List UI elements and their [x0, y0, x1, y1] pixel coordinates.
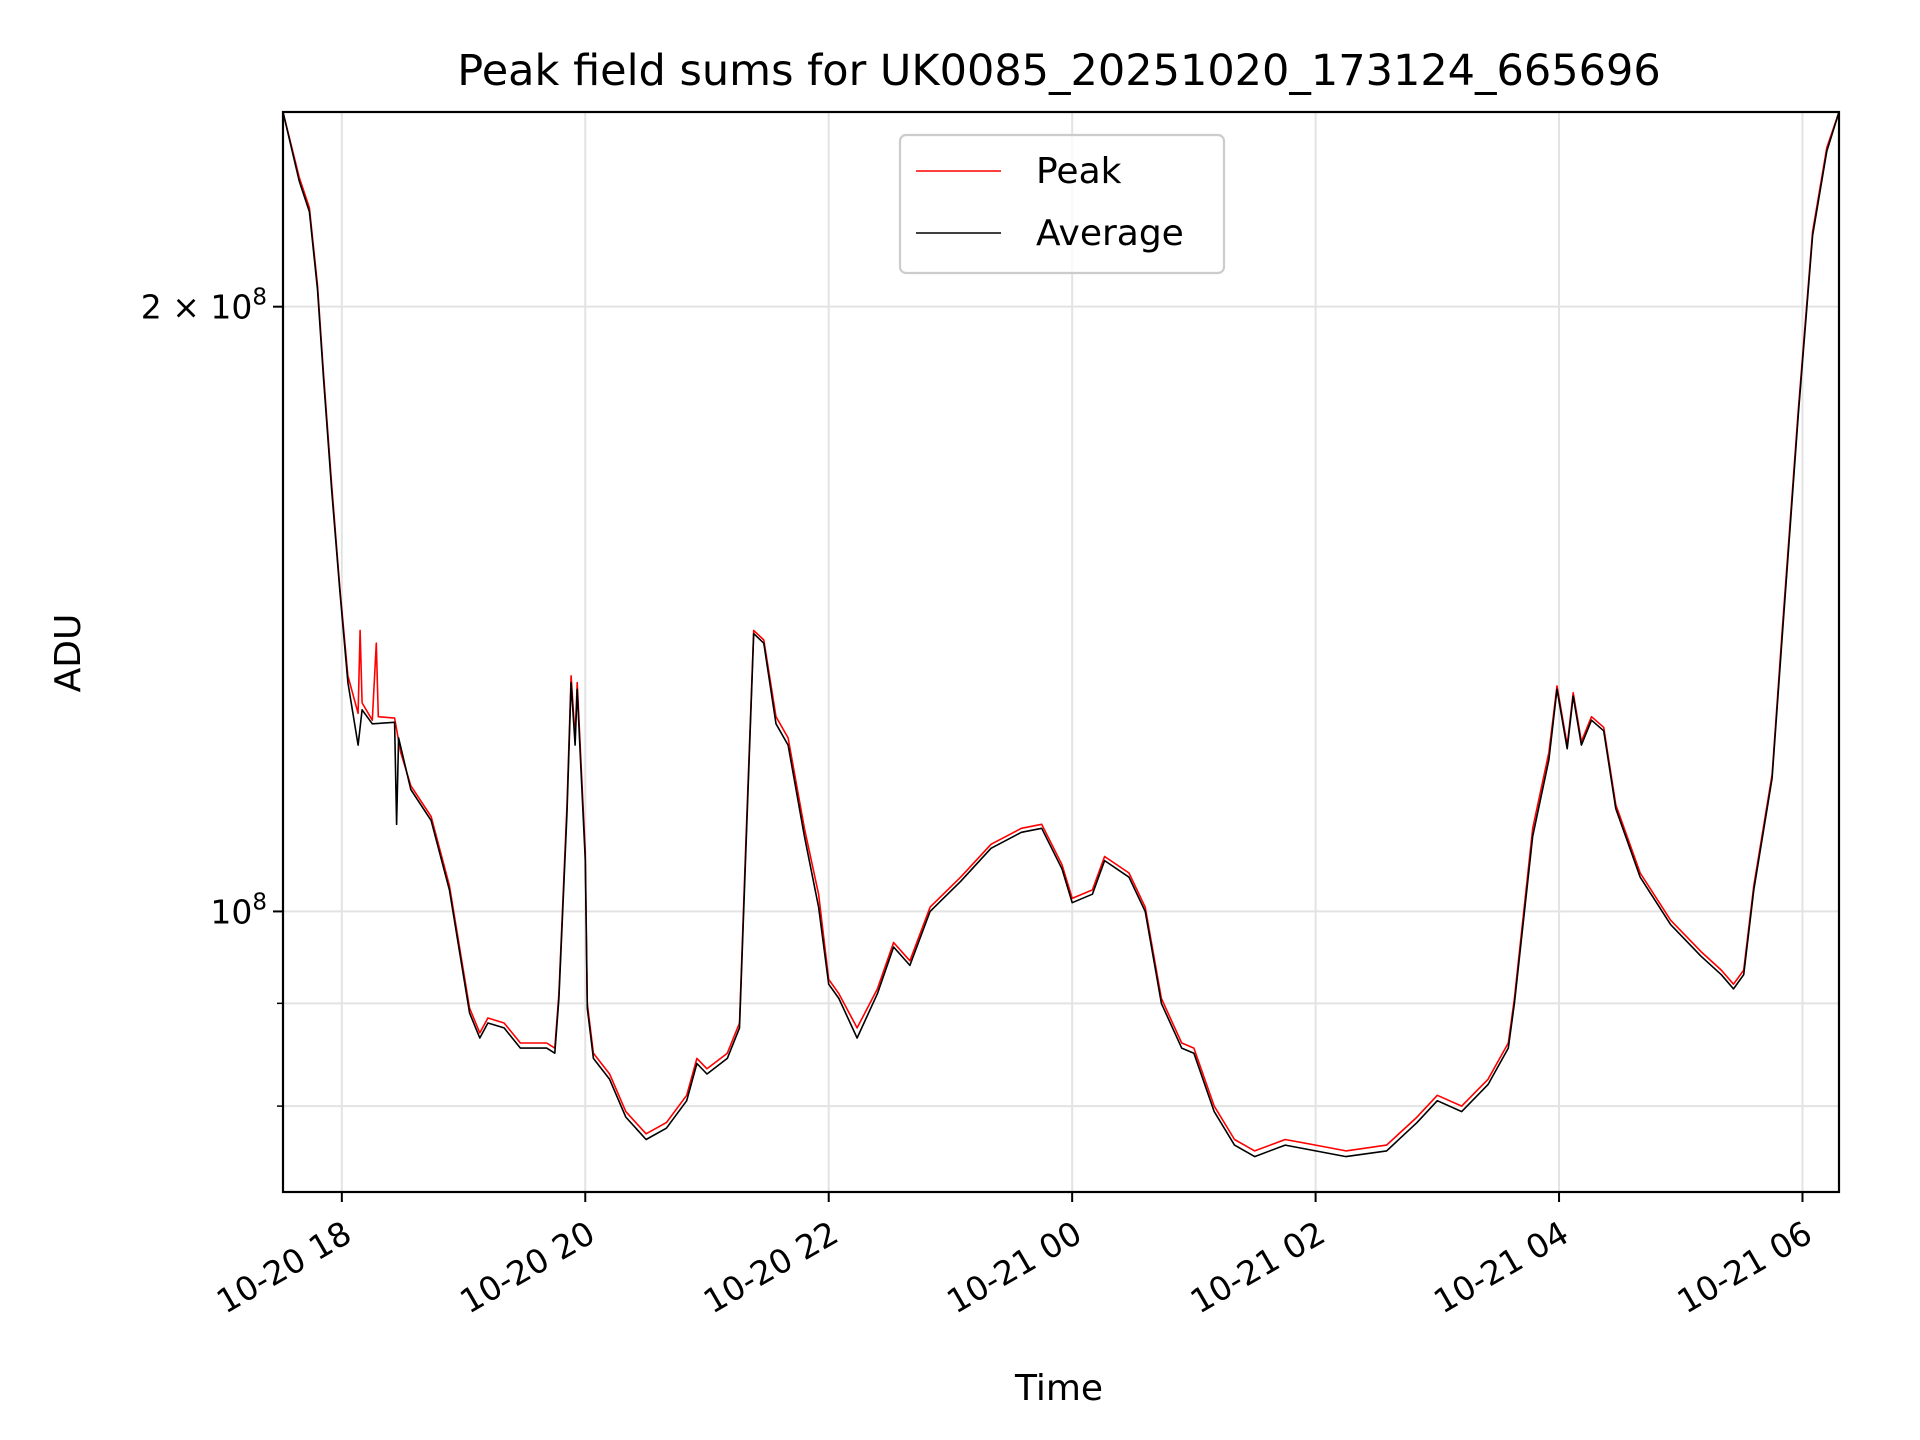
y-tick-label-base: 10: [210, 288, 252, 327]
y-tick-label-exp: 8: [252, 889, 267, 915]
y-tick-label-exp: 8: [252, 285, 267, 311]
y-axis-label: ADU: [48, 614, 89, 693]
legend-label-average: Average: [1036, 213, 1184, 254]
y-tick-label: 108: [210, 889, 267, 931]
x-axis-label: Time: [1014, 1368, 1103, 1409]
legend: Peak Average: [898, 133, 1226, 275]
y-tick-label: 2 × 108: [141, 285, 267, 327]
y-tick-label-mult: 2 ×: [141, 288, 211, 327]
plot-lines: [283, 112, 1839, 1158]
grid: [283, 112, 1839, 1192]
legend-box: [898, 133, 1226, 275]
plot-frame: [281, 110, 1841, 1194]
y-tick-label-base: 10: [210, 892, 252, 931]
legend-label-peak: Peak: [1036, 151, 1122, 192]
series-line-average: [283, 112, 1839, 1158]
chart-title: Peak field sums for UK0085_20251020_1731…: [457, 46, 1660, 96]
